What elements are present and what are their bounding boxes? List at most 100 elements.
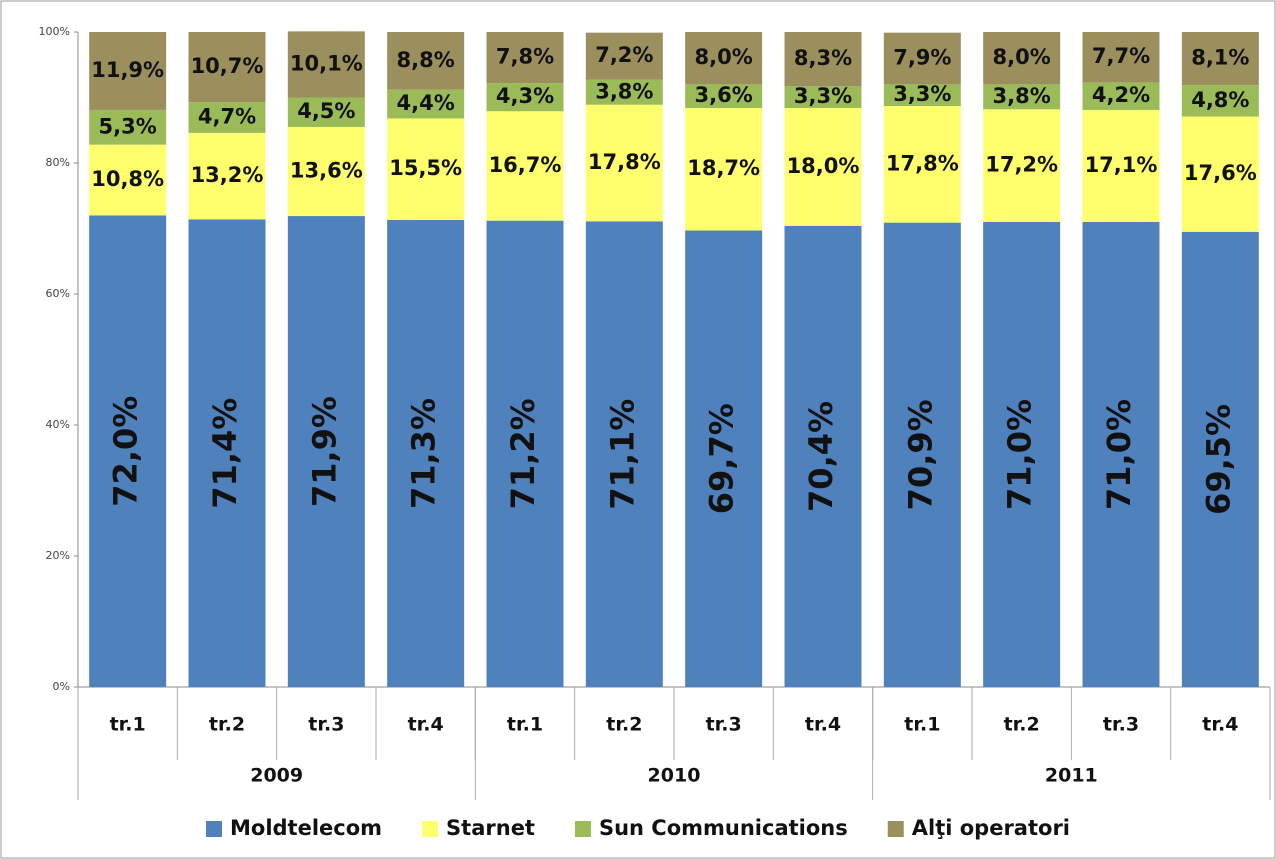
data-label: 17,6%: [1184, 161, 1257, 185]
bar-segment: [1181, 231, 1259, 687]
data-label: 70,9%: [901, 399, 939, 510]
x-tick-label: tr.1: [507, 714, 543, 736]
bar-segment: [883, 32, 961, 85]
bar-segment: [685, 84, 763, 108]
x-tick-label: tr.4: [1202, 714, 1238, 736]
data-label: 17,8%: [588, 150, 661, 174]
bar-segment: [784, 225, 862, 687]
x-tick-label: tr.1: [904, 714, 940, 736]
bar-segment: [1181, 32, 1259, 86]
legend-label: Alţi operatori: [912, 816, 1070, 840]
data-label: 70,4%: [802, 401, 840, 512]
data-label: 4,7%: [198, 104, 256, 128]
bar-segment: [486, 32, 564, 84]
legend-swatch: [206, 821, 222, 837]
bar-segment: [784, 32, 862, 87]
y-tick-label: 80%: [46, 156, 70, 169]
data-label: 3,8%: [993, 84, 1051, 108]
data-label: 15,5%: [389, 156, 462, 180]
data-label: 11,9%: [91, 58, 164, 82]
data-label: 7,9%: [893, 46, 951, 70]
bar-segment: [685, 230, 763, 687]
bar-segment: [287, 31, 365, 98]
data-label: 71,0%: [1001, 399, 1039, 510]
bar-segment: [1181, 85, 1259, 117]
bar-segment: [983, 84, 1061, 110]
bar-segment: [89, 215, 167, 687]
data-label: 13,2%: [191, 163, 264, 187]
bar-segment: [287, 97, 365, 127]
bar-segment: [188, 219, 266, 687]
data-label: 5,3%: [99, 114, 157, 138]
bar-segment: [983, 221, 1061, 687]
data-label: 17,1%: [1085, 153, 1158, 177]
bar-segment: [784, 86, 862, 108]
x-tick-label: tr.3: [1103, 714, 1139, 736]
data-label: 18,0%: [787, 154, 860, 178]
data-label: 10,8%: [91, 167, 164, 191]
x-tick-label: tr.3: [308, 714, 344, 736]
y-tick-label: 20%: [46, 549, 70, 562]
data-label: 7,2%: [595, 43, 653, 67]
legend-label: Sun Communications: [599, 816, 848, 840]
bar-segment: [387, 32, 465, 90]
data-label: 71,3%: [405, 398, 443, 509]
x-tick-label: tr.2: [1004, 714, 1040, 736]
data-label: 4,3%: [496, 84, 554, 108]
legend-swatch: [422, 821, 439, 837]
legend-label: Moldtelecom: [230, 816, 382, 840]
group-label: 2011: [1045, 765, 1098, 787]
data-label: 8,8%: [397, 48, 455, 72]
data-label: 4,2%: [1092, 83, 1150, 107]
bar-segment: [685, 32, 763, 85]
data-label: 17,8%: [886, 151, 959, 175]
bar-segment: [585, 221, 663, 688]
bar-segment: [983, 32, 1061, 85]
x-tick-label: tr.2: [606, 714, 642, 736]
bar-segment: [784, 107, 862, 226]
data-label: 69,5%: [1199, 404, 1237, 515]
legend-swatch: [574, 821, 591, 837]
data-label: 10,7%: [191, 54, 264, 78]
bar-segment: [1082, 32, 1160, 83]
bar-segment: [486, 111, 564, 221]
bar-segment: [883, 106, 961, 223]
x-tick-label: tr.4: [805, 714, 841, 736]
bar-segment: [89, 32, 167, 110]
bar-segment: [188, 132, 266, 220]
x-tick-label: tr.1: [110, 714, 146, 736]
y-tick-label: 40%: [46, 418, 70, 431]
data-label: 3,3%: [893, 82, 951, 106]
bar-segment: [387, 89, 465, 119]
bar-segment: [585, 32, 663, 80]
data-label: 71,0%: [1100, 399, 1138, 510]
data-label: 71,9%: [305, 396, 343, 507]
data-label: 7,7%: [1092, 44, 1150, 68]
data-label: 3,8%: [595, 79, 653, 103]
data-label: 3,6%: [695, 83, 753, 107]
y-tick-label: 60%: [46, 287, 70, 300]
data-label: 7,8%: [496, 45, 554, 69]
bar-segment: [287, 216, 365, 687]
data-label: 18,7%: [687, 156, 760, 180]
bar-segment: [387, 118, 465, 220]
group-label: 2009: [250, 765, 303, 787]
data-label: 72,0%: [107, 396, 145, 507]
data-label: 71,1%: [603, 399, 641, 510]
x-tick-label: tr.3: [706, 714, 742, 736]
data-label: 4,4%: [397, 91, 455, 115]
bar-segment: [486, 220, 564, 687]
bar-segment: [486, 83, 564, 112]
data-label: 4,5%: [297, 99, 355, 123]
bar-segment: [585, 104, 663, 222]
data-label: 71,2%: [504, 398, 542, 509]
bar-segment: [1082, 221, 1160, 687]
data-label: 8,1%: [1191, 46, 1249, 70]
data-label: 3,3%: [794, 84, 852, 108]
bar-segment: [585, 79, 663, 105]
data-label: 17,2%: [985, 153, 1058, 177]
bar-segment: [983, 109, 1061, 222]
y-tick-label: 0%: [53, 680, 70, 693]
data-label: 8,3%: [794, 46, 852, 70]
